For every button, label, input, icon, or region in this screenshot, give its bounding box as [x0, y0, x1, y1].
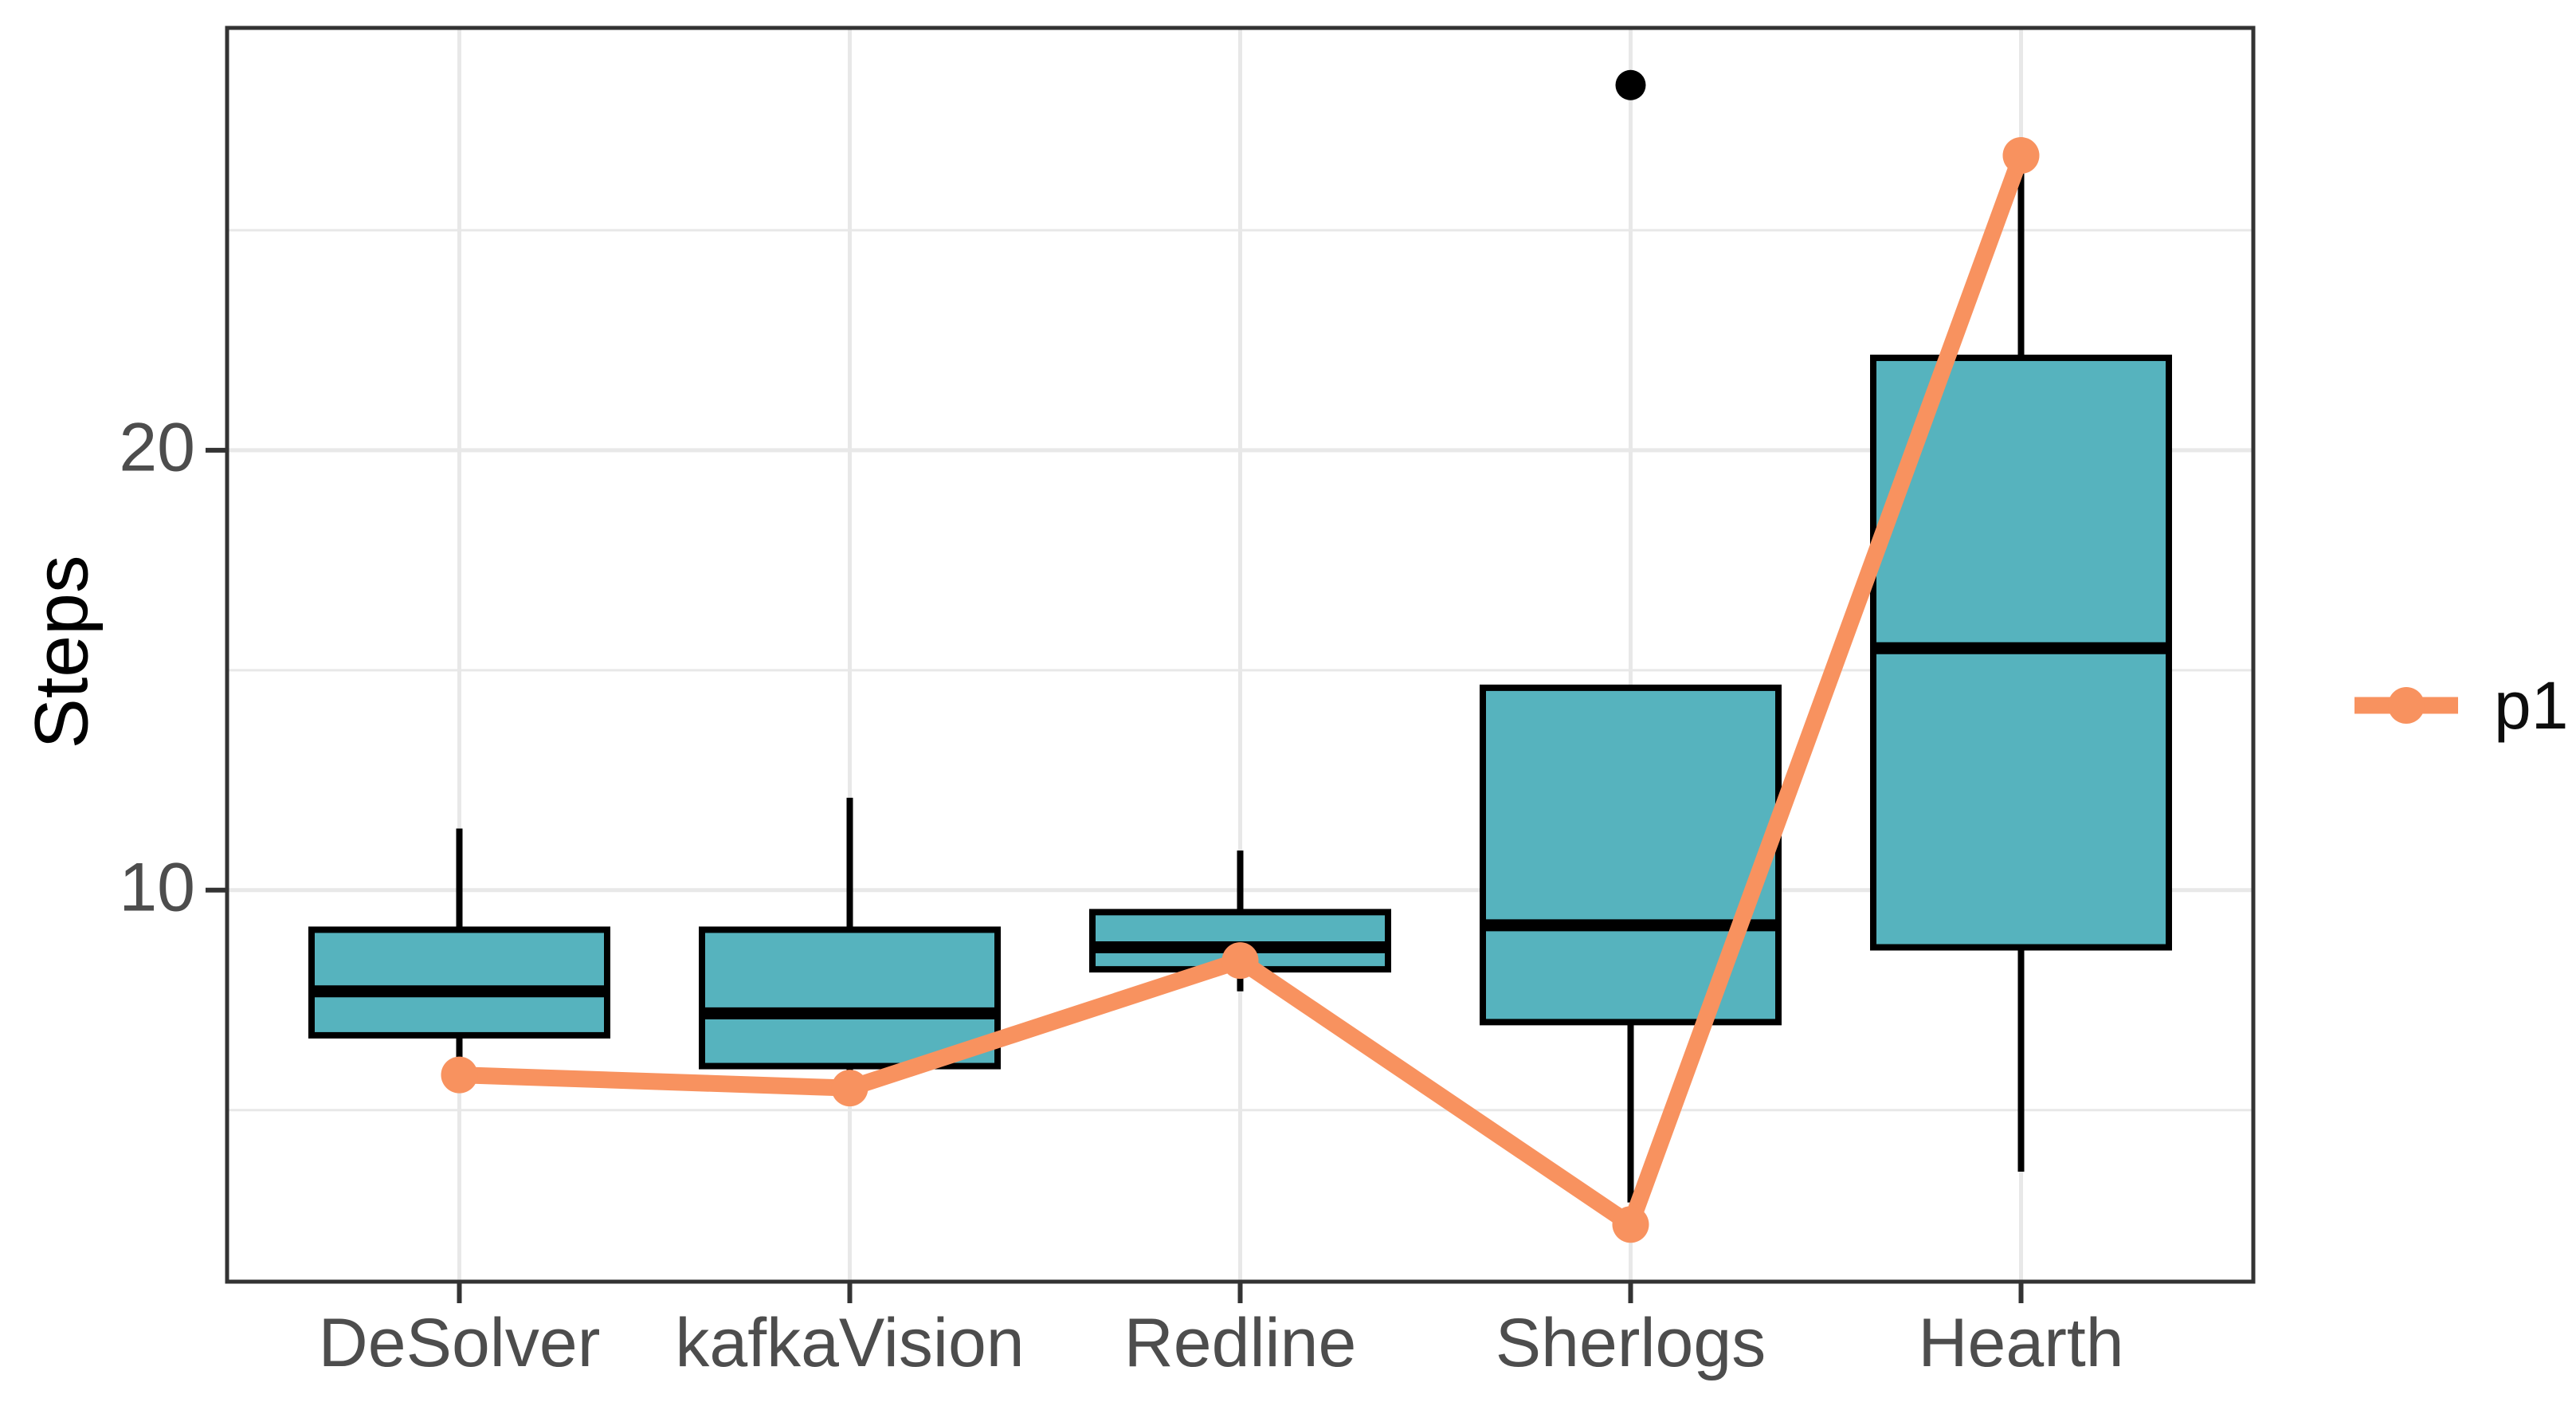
- outlier-sherlogs-0: [1615, 69, 1646, 100]
- x-tick-label-desolver: DeSolver: [318, 1305, 601, 1381]
- y-axis-title: Steps: [19, 555, 104, 749]
- box-desolver: [308, 926, 610, 1039]
- p1-point-sherlogs: [1612, 1206, 1649, 1243]
- legend: p1: [2354, 662, 2568, 749]
- p1-point-desolver: [441, 1056, 478, 1094]
- legend-label: p1: [2494, 668, 2569, 743]
- y-tick-label-20: 20: [119, 409, 195, 486]
- legend-key-point: [2388, 687, 2425, 724]
- x-tick-label-sherlogs: Sherlogs: [1495, 1305, 1766, 1381]
- x-tick-label-redline: Redline: [1123, 1305, 1357, 1381]
- box-sherlogs: [1480, 684, 1782, 1026]
- p1-point-kafkavision: [831, 1070, 868, 1107]
- y-tick-label-10: 10: [119, 849, 195, 926]
- x-tick-label-kafkavision: kafkaVision: [675, 1305, 1025, 1381]
- p1-point-redline: [1221, 942, 1259, 980]
- p1-point-hearth: [2002, 137, 2040, 175]
- x-tick-label-hearth: Hearth: [1918, 1305, 2124, 1381]
- legend-key-icon: [2354, 687, 2458, 724]
- box-kafkavision: [699, 926, 1001, 1070]
